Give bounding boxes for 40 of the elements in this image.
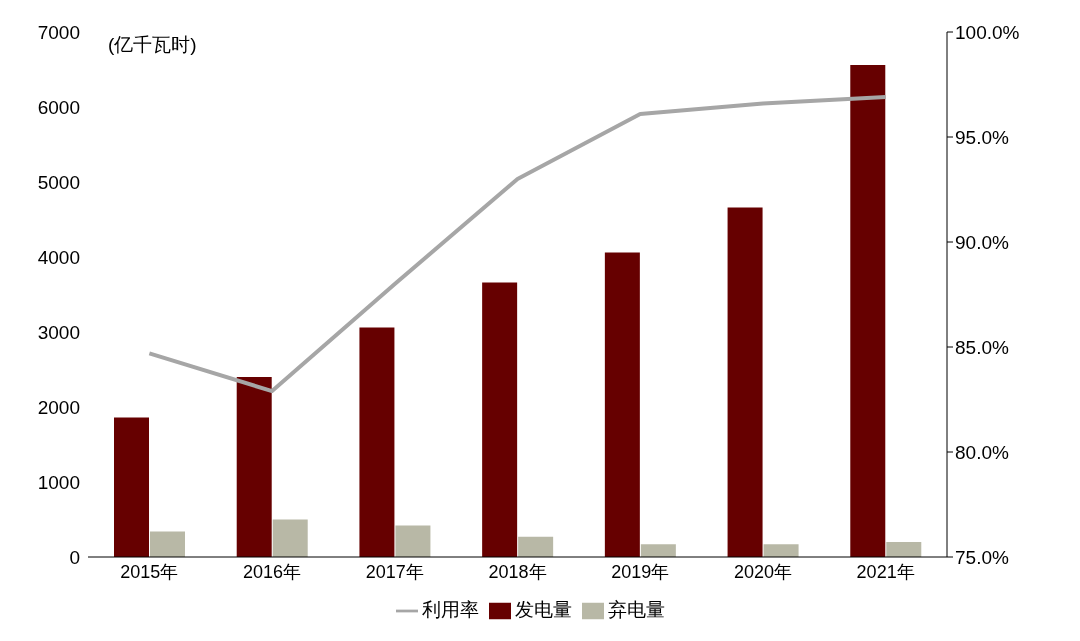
bar bbox=[763, 544, 799, 557]
bar bbox=[886, 542, 922, 557]
y-tick-label: 4000 bbox=[37, 246, 80, 268]
legend-label: 利用率 bbox=[421, 599, 479, 620]
y2-tick-label: 85.0% bbox=[955, 336, 1009, 358]
bar bbox=[482, 282, 518, 557]
y-tick-label: 7000 bbox=[37, 21, 80, 43]
line-series bbox=[147, 95, 888, 394]
y2-tick-label: 100.0% bbox=[955, 21, 1020, 43]
x-tick-label: 2019年 bbox=[611, 561, 670, 582]
bar bbox=[272, 519, 308, 557]
y-tick-label: 3000 bbox=[37, 321, 80, 343]
y2-tick-label: 95.0% bbox=[955, 126, 1009, 148]
bar bbox=[518, 536, 554, 557]
x-tick-label: 2021年 bbox=[856, 561, 915, 582]
bar bbox=[359, 327, 395, 557]
x-tick-label: 2017年 bbox=[365, 561, 424, 582]
bar bbox=[640, 544, 676, 557]
x-tick-label: 2015年 bbox=[120, 561, 179, 582]
y-axis-title: (亿千瓦时) bbox=[108, 33, 197, 57]
legend-label: 弃电量 bbox=[607, 599, 665, 620]
bar bbox=[395, 525, 431, 557]
y-tick-label: 0 bbox=[69, 546, 80, 568]
x-tick-label: 2020年 bbox=[733, 561, 792, 582]
y-tick-label: 6000 bbox=[37, 96, 80, 118]
bar bbox=[850, 65, 886, 557]
bar bbox=[727, 207, 763, 557]
y-tick-label: 5000 bbox=[37, 171, 80, 193]
y-tick-label: 1000 bbox=[37, 471, 80, 493]
bar bbox=[236, 377, 272, 557]
x-tick-label: 2016年 bbox=[243, 561, 302, 582]
y-tick-label: 2000 bbox=[37, 396, 80, 418]
bar bbox=[604, 252, 640, 557]
y2-tick-label: 90.0% bbox=[955, 231, 1009, 253]
bar bbox=[150, 531, 185, 557]
bar bbox=[114, 417, 149, 557]
x-tick-label: 2018年 bbox=[488, 561, 547, 582]
legend-label: 发电量 bbox=[514, 599, 572, 620]
y2-tick-label: 75.0% bbox=[955, 546, 1009, 568]
y2-tick-label: 80.0% bbox=[955, 441, 1009, 463]
